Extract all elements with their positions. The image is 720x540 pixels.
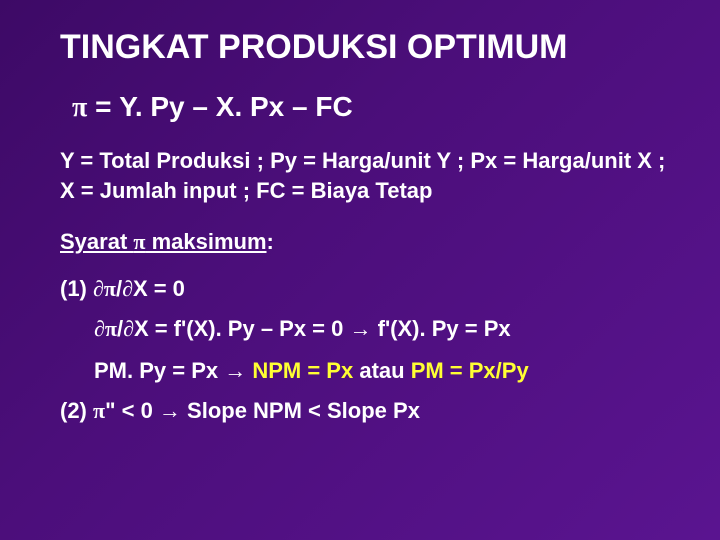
pi-3: π: [93, 398, 105, 423]
pm-pxpy: PM = Px/Py: [411, 358, 529, 383]
cond1b-rhs: f'(X). Py = Px: [372, 316, 511, 341]
pi-1: π: [104, 276, 116, 301]
equation-rest: = Y. Py – X. Px – FC: [87, 91, 352, 122]
variable-definitions: Y = Total Produksi ; Py = Harga/unit Y ;…: [60, 146, 680, 205]
partial-3: ∂: [94, 316, 105, 341]
partial-2: ∂: [122, 276, 133, 301]
cond2-cond: " < 0: [105, 398, 159, 423]
pi-symbol: π: [72, 92, 87, 123]
syarat-post: maksimum: [145, 229, 266, 254]
slide-title: TINGKAT PRODUKSI OPTIMUM: [60, 28, 680, 67]
pm-line: PM. Py = Px → NPM = Px atau PM = Px/Py: [94, 355, 680, 387]
cond2-rest: Slope NPM < Slope Px: [181, 398, 420, 423]
cond1-prefix: (1): [60, 276, 93, 301]
syarat-pre: Syarat: [60, 229, 133, 254]
pm-lhs: PM. Py = Px: [94, 358, 224, 383]
syarat-colon: :: [267, 229, 274, 255]
syarat-pi: π: [133, 229, 145, 254]
condition-1-expansion: ∂π/∂X = f'(X). Py – Px = 0 → f'(X). Py =…: [94, 313, 680, 345]
syarat-heading: Syarat π maksimum :: [60, 229, 680, 255]
cond1-rest: X = 0: [133, 276, 185, 301]
arrow-1: →: [350, 316, 372, 341]
pi-2: π: [105, 316, 117, 341]
arrow-3: →: [159, 398, 181, 423]
condition-2: (2) π" < 0 → Slope NPM < Slope Px: [60, 395, 680, 427]
npm-px: NPM = Px: [246, 358, 359, 383]
atau: atau: [359, 358, 410, 383]
arrow-2: →: [224, 358, 246, 383]
cond1b-lhs: X = f'(X). Py – Px = 0: [134, 316, 350, 341]
cond2-prefix: (2): [60, 398, 93, 423]
condition-1: (1) ∂π/∂X = 0: [60, 273, 680, 305]
partial-1: ∂: [93, 276, 104, 301]
profit-equation: π = Y. Py – X. Px – FC: [72, 91, 680, 124]
partial-4: ∂: [123, 316, 134, 341]
